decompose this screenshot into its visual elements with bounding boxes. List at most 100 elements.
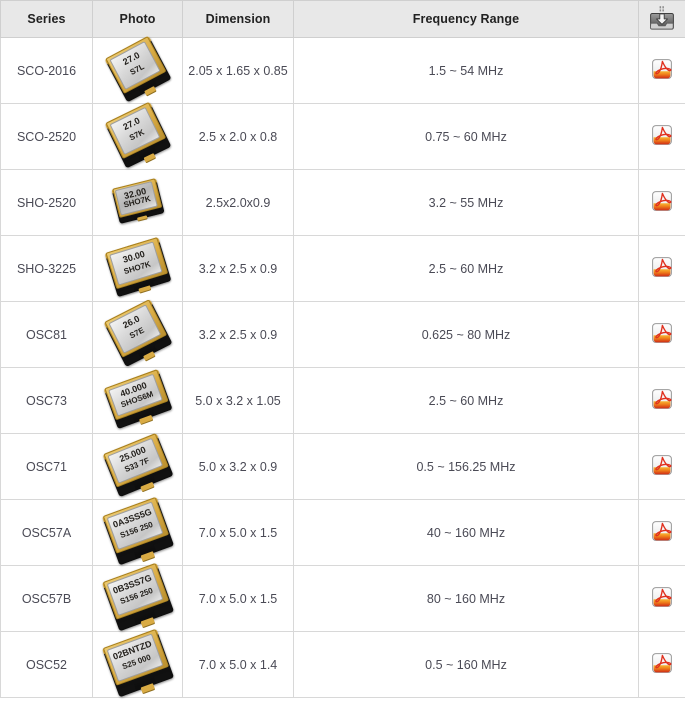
column-header-series: Series	[1, 1, 93, 38]
column-header-download	[639, 1, 685, 38]
cell-dimension: 2.5 x 2.0 x 0.8	[183, 104, 294, 170]
pdf-file-icon[interactable]	[651, 58, 673, 80]
cell-frequency-range: 1.5 ~ 54 MHz	[294, 38, 639, 104]
frequency-range-label: 0.625 ~ 80 MHz	[294, 328, 638, 342]
series-label: OSC57A	[22, 526, 71, 540]
cell-datasheet-download[interactable]	[639, 434, 685, 500]
cell-frequency-range: 0.5 ~ 156.25 MHz	[294, 434, 639, 500]
dimension-label: 3.2 x 2.5 x 0.9	[199, 262, 278, 276]
pdf-file-icon[interactable]	[651, 190, 673, 212]
cell-series: OSC52	[1, 632, 93, 698]
series-label: SHO-3225	[17, 262, 76, 276]
cell-series: OSC73	[1, 368, 93, 434]
column-header-dimension: Dimension	[183, 1, 294, 38]
pdf-file-icon[interactable]	[651, 652, 673, 674]
cell-datasheet-download[interactable]	[639, 632, 685, 698]
pdf-file-icon[interactable]	[651, 124, 673, 146]
pdf-file-icon[interactable]	[651, 256, 673, 278]
cell-datasheet-download[interactable]	[639, 38, 685, 104]
download-tray-icon[interactable]	[649, 5, 675, 31]
frequency-range-label: 0.5 ~ 156.25 MHz	[294, 460, 638, 474]
pdf-file-icon[interactable]	[651, 454, 673, 476]
pdf-file-icon[interactable]	[651, 388, 673, 410]
dimension-label: 3.2 x 2.5 x 0.9	[199, 328, 278, 342]
series-label: OSC71	[26, 460, 67, 474]
cell-datasheet-download[interactable]	[639, 566, 685, 632]
pdf-file-icon[interactable]	[651, 520, 673, 542]
dimension-label: 7.0 x 5.0 x 1.5	[199, 592, 278, 606]
cell-datasheet-download[interactable]	[639, 236, 685, 302]
dimension-label: 2.5 x 2.0 x 0.8	[199, 130, 278, 144]
cell-datasheet-download[interactable]	[639, 104, 685, 170]
pdf-file-icon[interactable]	[651, 322, 673, 344]
series-label: OSC52	[26, 658, 67, 672]
pdf-file-icon[interactable]	[651, 586, 673, 608]
cell-series: OSC57A	[1, 500, 93, 566]
series-label: SCO-2016	[17, 64, 76, 78]
cell-frequency-range: 2.5 ~ 60 MHz	[294, 236, 639, 302]
frequency-range-label: 2.5 ~ 60 MHz	[294, 262, 638, 276]
frequency-range-label: 2.5 ~ 60 MHz	[294, 394, 638, 408]
cell-dimension: 7.0 x 5.0 x 1.4	[183, 632, 294, 698]
frequency-range-label: 1.5 ~ 54 MHz	[294, 64, 638, 78]
dimension-label: 2.05 x 1.65 x 0.85	[188, 64, 287, 78]
cell-datasheet-download[interactable]	[639, 302, 685, 368]
table-header: Series Photo Dimension Frequency Range	[1, 1, 685, 38]
cell-frequency-range: 3.2 ~ 55 MHz	[294, 170, 639, 236]
cell-datasheet-download[interactable]	[639, 500, 685, 566]
series-label: OSC73	[26, 394, 67, 408]
frequency-range-label: 40 ~ 160 MHz	[294, 526, 638, 540]
cell-frequency-range: 2.5 ~ 60 MHz	[294, 368, 639, 434]
dimension-label: 2.5x2.0x0.9	[206, 196, 271, 210]
frequency-range-label: 0.75 ~ 60 MHz	[294, 130, 638, 144]
cell-series: SCO-2016	[1, 38, 93, 104]
dimension-label: 7.0 x 5.0 x 1.5	[199, 526, 278, 540]
frequency-range-label: 0.5 ~ 160 MHz	[294, 658, 638, 672]
cell-dimension: 3.2 x 2.5 x 0.9	[183, 302, 294, 368]
series-label: SHO-2520	[17, 196, 76, 210]
column-header-photo: Photo	[93, 1, 183, 38]
header-row: Series Photo Dimension Frequency Range	[1, 1, 685, 38]
cell-dimension: 3.2 x 2.5 x 0.9	[183, 236, 294, 302]
cell-frequency-range: 0.625 ~ 80 MHz	[294, 302, 639, 368]
dimension-label: 5.0 x 3.2 x 0.9	[199, 460, 278, 474]
series-label: OSC57B	[22, 592, 71, 606]
cell-dimension: 5.0 x 3.2 x 0.9	[183, 434, 294, 500]
cell-series: OSC81	[1, 302, 93, 368]
cell-series: SHO-2520	[1, 170, 93, 236]
cell-frequency-range: 0.75 ~ 60 MHz	[294, 104, 639, 170]
cell-dimension: 2.05 x 1.65 x 0.85	[183, 38, 294, 104]
cell-series: SHO-3225	[1, 236, 93, 302]
cell-series: OSC71	[1, 434, 93, 500]
cell-dimension: 5.0 x 3.2 x 1.05	[183, 368, 294, 434]
cell-datasheet-download[interactable]	[639, 170, 685, 236]
cell-frequency-range: 0.5 ~ 160 MHz	[294, 632, 639, 698]
cell-dimension: 7.0 x 5.0 x 1.5	[183, 500, 294, 566]
frequency-range-label: 80 ~ 160 MHz	[294, 592, 638, 606]
cell-datasheet-download[interactable]	[639, 368, 685, 434]
